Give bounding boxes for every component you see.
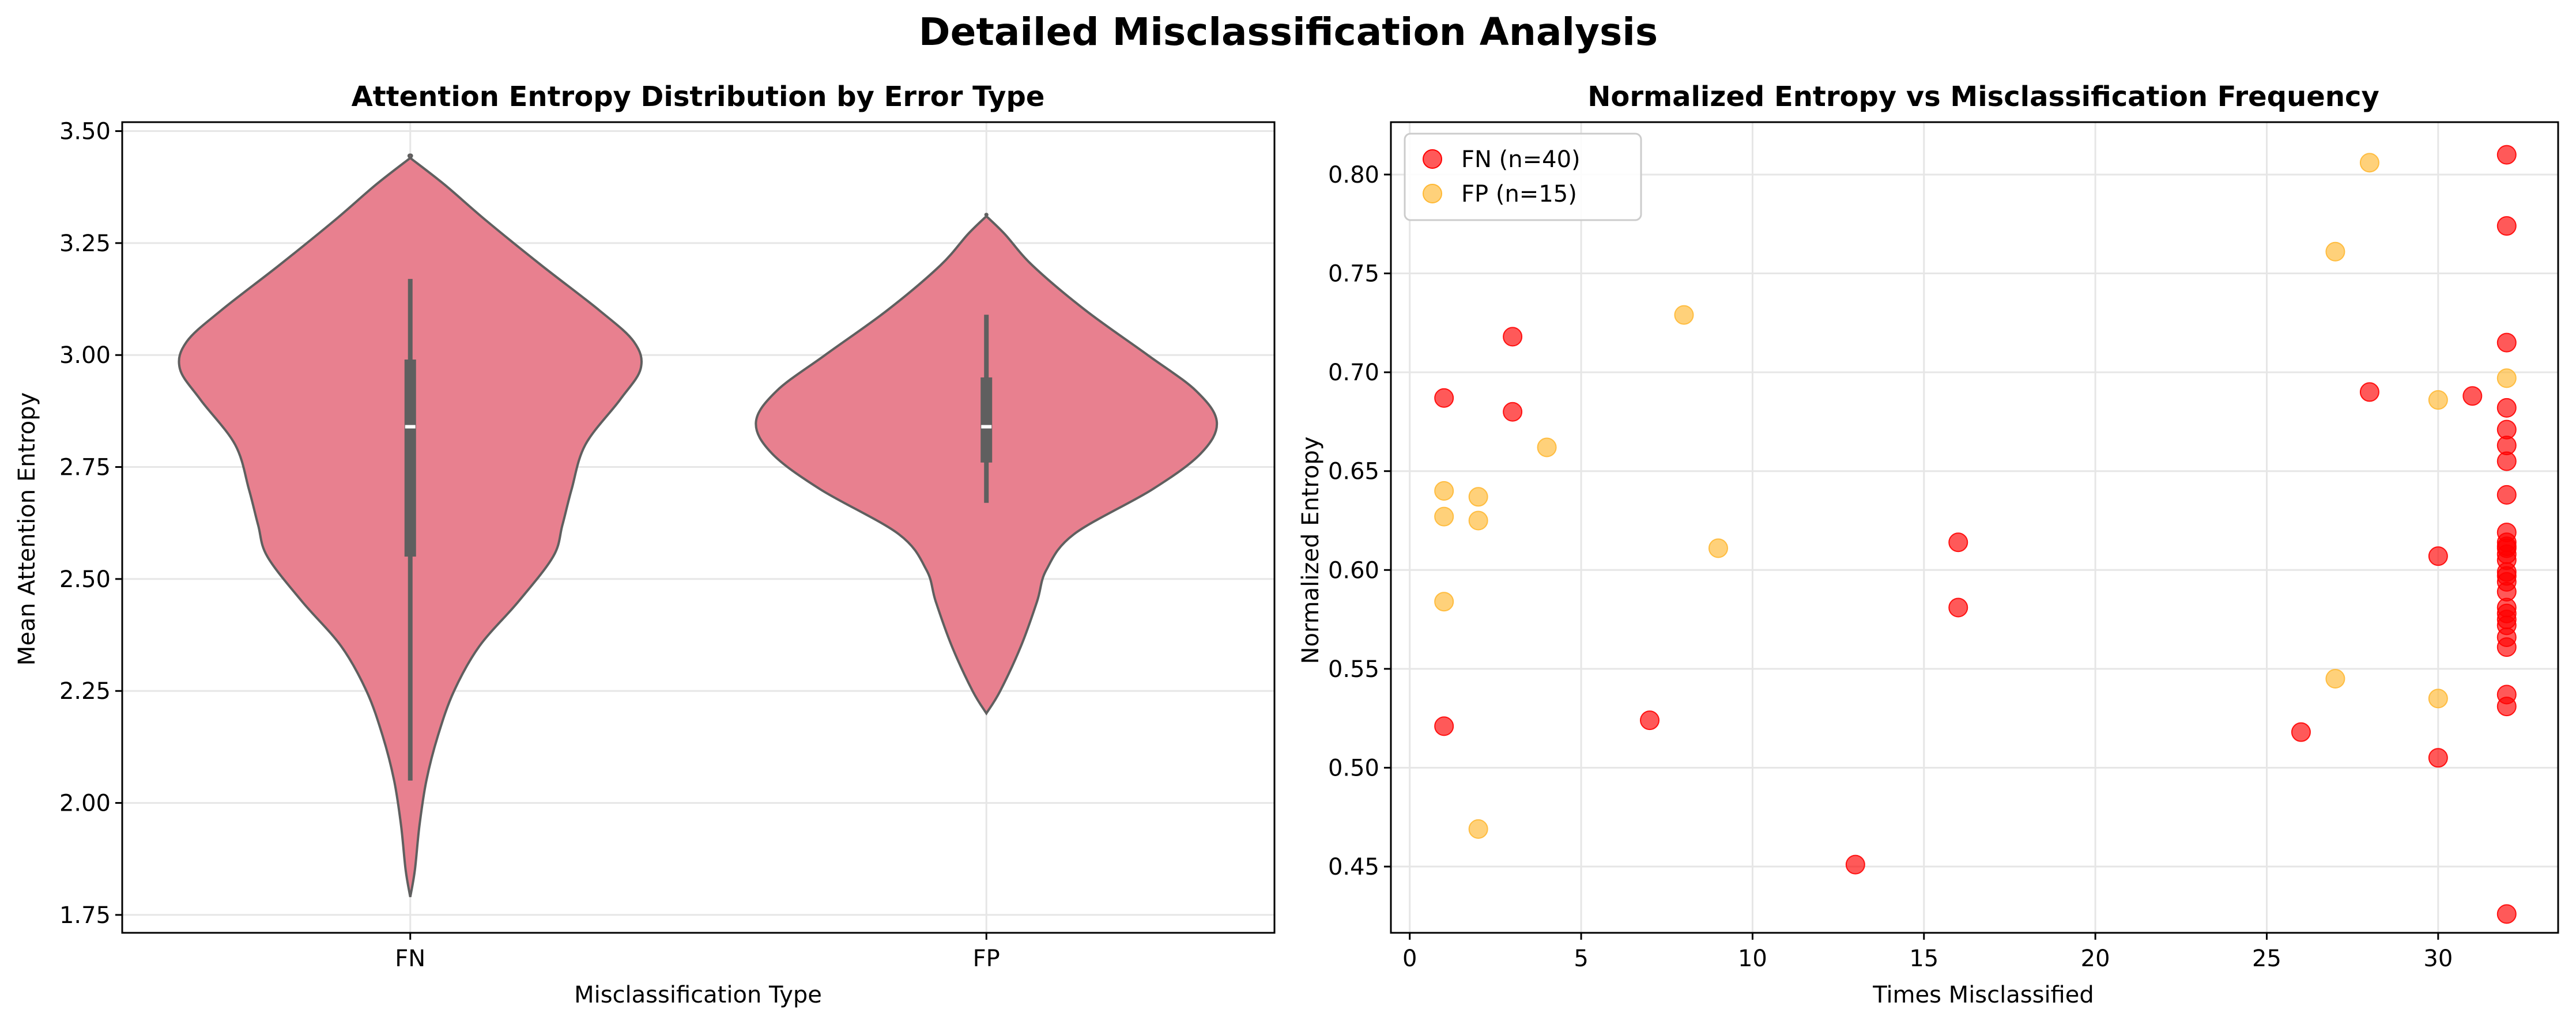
scatter-point-fp — [1434, 481, 1454, 501]
scatter-chart: Normalized Entropy vs Misclassification … — [1298, 81, 2559, 1008]
scatter-y-tick-label: 0.65 — [1328, 459, 1379, 485]
legend-label-fp: FP (n=15) — [1461, 181, 1577, 207]
scatter-y-tick-label: 0.80 — [1328, 162, 1379, 188]
scatter-legend: FN (n=40) FP (n=15) — [1404, 133, 1642, 221]
scatter-x-tick-label: 0 — [1402, 945, 1417, 972]
violin-y-tick-label: 3.25 — [59, 230, 111, 257]
scatter-point-fn — [2496, 566, 2517, 586]
scatter-point-fp — [2428, 390, 2448, 410]
violin-y-axis-label: Mean Attention Entropy — [14, 392, 40, 665]
scatter-point-fp — [2428, 689, 2448, 709]
scatter-point-fn — [2496, 904, 2517, 924]
scatter-point-fp — [2325, 241, 2345, 262]
scatter-y-tick-label: 0.45 — [1328, 854, 1379, 880]
violin-chart: Attention Entropy Distribution by Error … — [14, 81, 1276, 1008]
scatter-y-tick-label: 0.50 — [1328, 755, 1379, 781]
scatter-x-tick-label: 5 — [1574, 945, 1588, 972]
scatter-point-fn — [1948, 532, 1968, 553]
violin-iqr-box — [980, 377, 993, 463]
scatter-point-fp — [2359, 153, 2379, 173]
scatter-point-fn — [2428, 748, 2448, 768]
scatter-point-fp — [2325, 669, 2345, 689]
scatter-point-fn — [2496, 485, 2517, 505]
scatter-x-axis-label: Times Misclassified — [1872, 982, 2094, 1008]
scatter-point-fn — [2496, 536, 2517, 557]
scatter-point-fp — [2496, 368, 2517, 388]
violin-y-tick-label: 3.00 — [59, 342, 111, 369]
scatter-point-fn — [2496, 398, 2517, 418]
violin-x-tick-label: FN — [395, 945, 425, 972]
scatter-x-tick-label: 30 — [2423, 945, 2453, 972]
violin-iqr-box — [404, 359, 416, 557]
scatter-chart-title: Normalized Entropy vs Misclassification … — [1587, 81, 2379, 113]
figure-title: Detailed Misclassification Analysis — [919, 10, 1658, 54]
scatter-point-fn — [1503, 402, 1523, 422]
scatter-point-fn — [1434, 388, 1454, 408]
scatter-point-fn — [1845, 854, 1865, 875]
violin-chart-title: Attention Entropy Distribution by Error … — [352, 81, 1045, 113]
violin-y-tick-label: 3.50 — [59, 119, 111, 145]
scatter-point-fp — [1708, 538, 1728, 558]
scatter-point-fn — [1640, 710, 1660, 731]
scatter-y-axis-label: Normalized Entropy — [1298, 437, 1324, 664]
scatter-point-fp — [1468, 510, 1488, 531]
scatter-y-tick-label: 0.70 — [1328, 360, 1379, 386]
scatter-point-fn — [2291, 722, 2311, 742]
scatter-y-tick-label: 0.55 — [1328, 656, 1379, 683]
scatter-x-tick-label: 10 — [1738, 945, 1767, 972]
scatter-point-fn — [2496, 145, 2517, 165]
scatter-point-fn — [2496, 637, 2517, 657]
scatter-point-fn — [2359, 382, 2379, 402]
scatter-plot-frame — [1390, 121, 2559, 934]
scatter-point-fp — [1468, 819, 1488, 839]
scatter-point-fn — [2428, 546, 2448, 566]
legend-box — [1404, 133, 1642, 221]
violin-x-tick-label: FP — [973, 945, 1000, 972]
scatter-x-tick-label: 15 — [1909, 945, 1938, 972]
scatter-point-fn — [1948, 597, 1968, 618]
legend-label-fn: FN (n=40) — [1461, 146, 1581, 173]
scatter-point-fn — [2496, 697, 2517, 717]
scatter-y-tick-label: 0.60 — [1328, 557, 1379, 584]
scatter-point-fn — [1434, 716, 1454, 736]
violin-plot-frame — [121, 121, 1276, 934]
scatter-point-fn — [2496, 332, 2517, 353]
violin-y-tick-label: 2.50 — [59, 566, 111, 593]
violin-y-tick-label: 2.75 — [59, 455, 111, 481]
scatter-point-fn — [2496, 451, 2517, 471]
scatter-point-fp — [1537, 437, 1557, 457]
violin-y-tick-label: 1.75 — [59, 902, 111, 929]
scatter-point-fn — [2496, 216, 2517, 236]
scatter-point-fp — [1468, 487, 1488, 507]
violin-y-tick-label: 2.25 — [59, 678, 111, 705]
scatter-point-fp — [1674, 305, 1694, 325]
violin-y-tick-label: 2.00 — [59, 791, 111, 817]
scatter-point-fn — [1503, 327, 1523, 347]
scatter-x-tick-label: 20 — [2081, 945, 2110, 972]
scatter-point-fp — [1434, 592, 1454, 612]
legend-marker-fp — [1423, 184, 1442, 203]
scatter-point-fn — [2462, 386, 2483, 406]
scatter-y-tick-label: 0.75 — [1328, 261, 1379, 288]
scatter-x-tick-label: 25 — [2252, 945, 2281, 972]
violin-x-axis-label: Misclassification Type — [574, 982, 822, 1008]
scatter-point-fp — [1434, 506, 1454, 527]
legend-marker-fn — [1423, 149, 1442, 169]
